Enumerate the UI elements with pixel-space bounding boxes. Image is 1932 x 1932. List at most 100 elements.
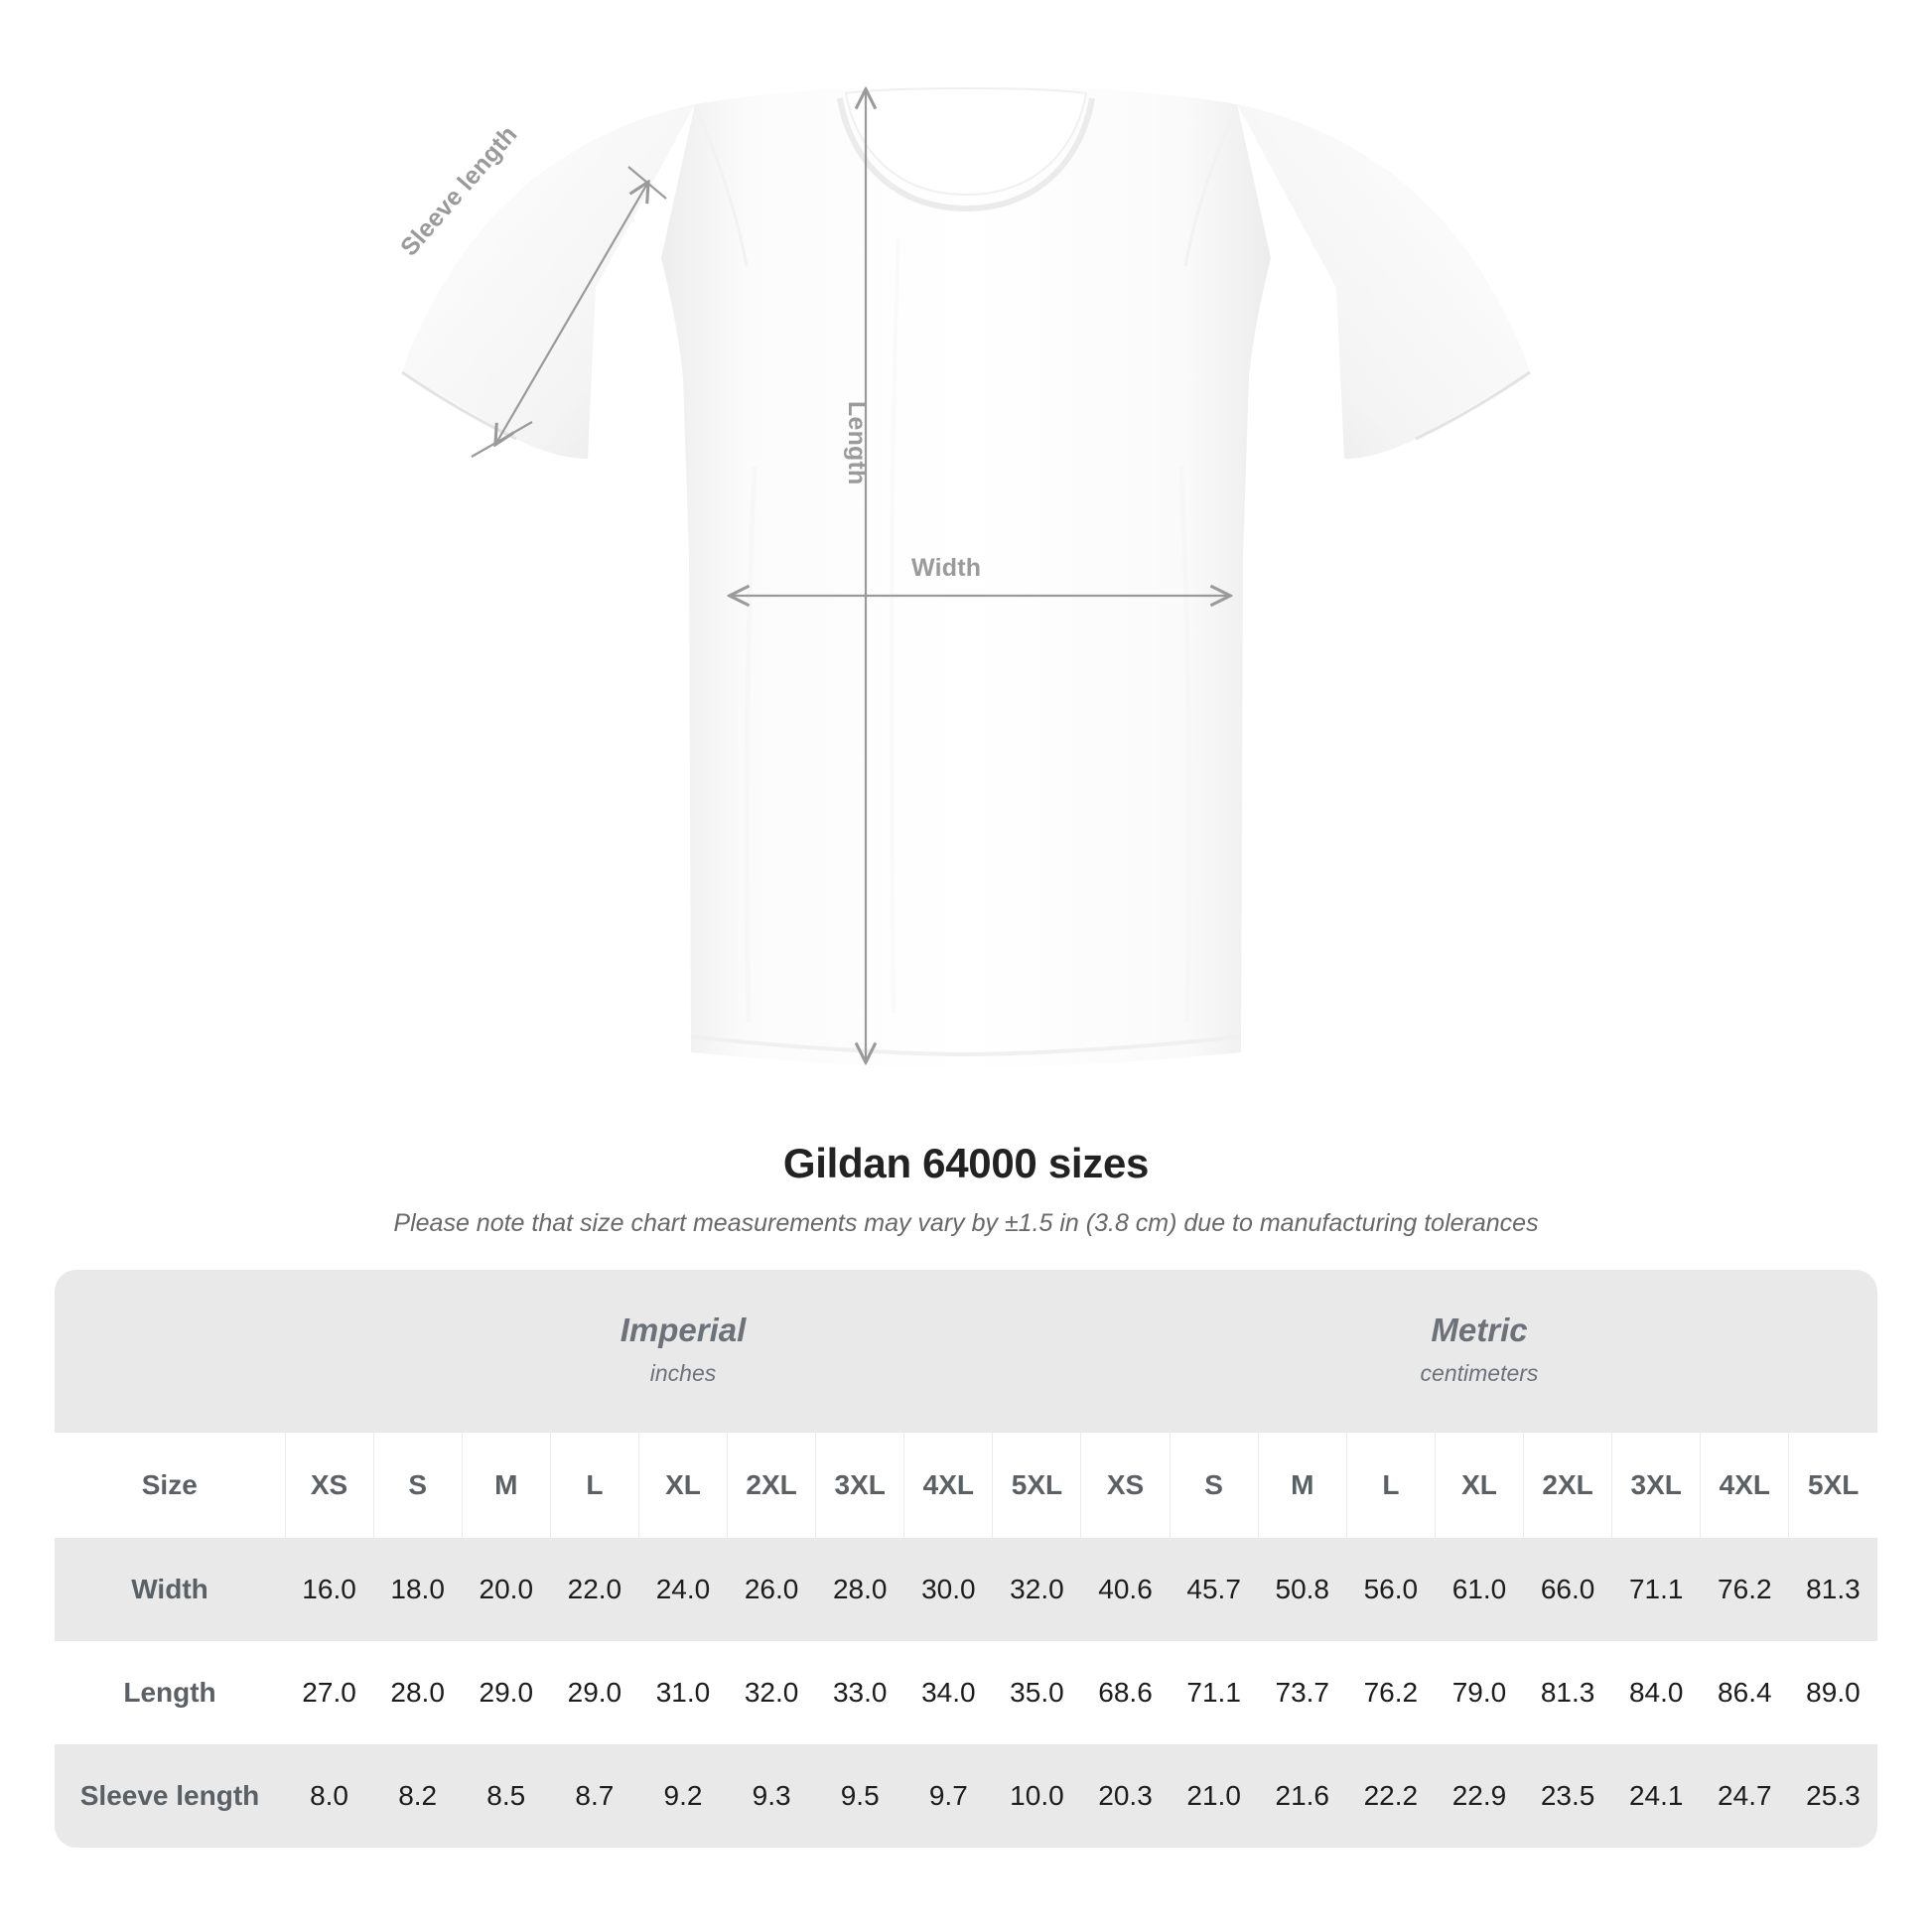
measurement-value: 29.0 (462, 1641, 551, 1744)
measurement-label: Length (55, 1641, 285, 1744)
measurement-value: 28.0 (815, 1538, 904, 1641)
size-column-header: L (1345, 1433, 1436, 1538)
size-column-header: M (1257, 1433, 1347, 1538)
size-column-header: 3XL (1611, 1433, 1701, 1538)
unit-group-metric: Metric centimeters (1080, 1270, 1877, 1433)
tolerance-note: Please note that size chart measurements… (393, 1209, 1539, 1237)
table-row: Width 16.0 18.0 20.0 22.0 24.0 26.0 28.0 30.0 32.… (55, 1538, 1877, 1641)
unit-system-row: Imperial inches Metric centimeters (55, 1270, 1877, 1433)
size-chart-table: Imperial inches Metric centimeters Size XS S… (55, 1270, 1877, 1848)
measurement-value: 71.1 (1170, 1641, 1259, 1744)
table-row: Sleeve length 8.0 8.2 8.5 8.7 9.2 9.3 9.5 9.7 10.… (55, 1744, 1877, 1848)
measurement-value: 73.7 (1258, 1641, 1347, 1744)
unit-measure-name: inches (649, 1360, 717, 1387)
measurement-value: 29.0 (550, 1641, 639, 1744)
size-chart-table-container: Imperial inches Metric centimeters Size XS S… (55, 1270, 1877, 1848)
measurement-value: 27.0 (285, 1641, 374, 1744)
measurement-value: 76.2 (1346, 1641, 1436, 1744)
size-column-header: XL (637, 1433, 728, 1538)
size-column-header: S (1169, 1433, 1259, 1538)
measurement-value: 23.5 (1523, 1744, 1612, 1848)
title-block: Gildan 64000 sizes Please note that size… (0, 1140, 1932, 1238)
measurement-value: 25.3 (1788, 1744, 1877, 1848)
measurement-value: 16.0 (285, 1538, 374, 1641)
measurement-label: Width (55, 1538, 285, 1641)
measurement-value: 20.0 (462, 1538, 551, 1641)
size-column-header: 3XL (815, 1433, 904, 1538)
measurement-value: 8.2 (373, 1744, 463, 1848)
measurement-value: 76.2 (1700, 1538, 1789, 1641)
sleeve-tick-lower (471, 421, 533, 458)
sleeve-length-dimension-line (496, 184, 647, 443)
measurement-value: 79.0 (1435, 1641, 1524, 1744)
measurement-value: 86.4 (1700, 1641, 1789, 1744)
size-column-header: M (461, 1433, 551, 1538)
measurement-value: 33.0 (815, 1641, 904, 1744)
dimension-lines (471, 91, 1228, 1060)
measurement-value: 84.0 (1611, 1641, 1701, 1744)
measurement-value: 50.8 (1258, 1538, 1347, 1641)
size-column-header: 4XL (903, 1433, 993, 1538)
measurement-value: 18.0 (373, 1538, 463, 1641)
measurement-value: 22.0 (550, 1538, 639, 1641)
measurement-value: 45.7 (1170, 1538, 1259, 1641)
measurement-value: 32.0 (992, 1538, 1081, 1641)
measurement-value: 66.0 (1523, 1538, 1612, 1641)
size-column-header: 2XL (727, 1433, 816, 1538)
measurement-value: 30.0 (903, 1538, 993, 1641)
measurement-value: 34.0 (903, 1641, 993, 1744)
unit-measure-name: centimeters (1420, 1360, 1539, 1387)
size-column-header: S (372, 1433, 463, 1538)
unit-system-name: Metric (1431, 1311, 1528, 1348)
sleeve-tick-upper (627, 166, 667, 200)
table-row: Length 27.0 28.0 29.0 29.0 31.0 32.0 33.0 34.0 35… (55, 1641, 1877, 1744)
size-column-header: 5XL (992, 1433, 1081, 1538)
measurement-value: 9.7 (903, 1744, 993, 1848)
measurement-value: 21.0 (1170, 1744, 1259, 1848)
measurement-value: 22.9 (1435, 1744, 1524, 1848)
size-column-header: 5XL (1788, 1433, 1877, 1538)
measurement-value: 21.6 (1258, 1744, 1347, 1848)
width-label: Width (911, 554, 982, 582)
unit-system-name: Imperial (620, 1311, 747, 1348)
tshirt-diagram: Sleeve length Length Width (395, 0, 1531, 1068)
measurement-value: 28.0 (373, 1641, 463, 1744)
measurement-value: 9.2 (638, 1744, 728, 1848)
length-label: Length (843, 401, 871, 485)
size-column-header: 2XL (1523, 1433, 1612, 1538)
shirt-body (401, 86, 1531, 1068)
measurement-value: 71.1 (1611, 1538, 1701, 1641)
measurement-value: 89.0 (1788, 1641, 1877, 1744)
size-column-header: 4XL (1700, 1433, 1789, 1538)
measurement-value: 24.1 (1611, 1744, 1701, 1848)
unit-group-imperial: Imperial inches (285, 1270, 1081, 1433)
size-column-header: XL (1434, 1433, 1524, 1538)
measurement-value: 24.0 (638, 1538, 728, 1641)
unit-row-spacer (55, 1270, 285, 1433)
measurement-value: 35.0 (992, 1641, 1081, 1744)
tshirt-illustration (401, 0, 1531, 1068)
size-header-row: Size XS S M L XL 2XL 3XL 4XL 5XL XS S M L XL 2XL 3XL 4XL… (55, 1433, 1877, 1538)
measurement-value: 32.0 (727, 1641, 816, 1744)
size-column-header: XS (284, 1433, 374, 1538)
measurement-value: 81.3 (1788, 1538, 1877, 1641)
measurement-value: 24.7 (1700, 1744, 1789, 1848)
measurement-value: 31.0 (638, 1641, 728, 1744)
measurement-label: Sleeve length (55, 1744, 285, 1848)
measurement-value: 9.3 (727, 1744, 816, 1848)
measurement-value: 56.0 (1346, 1538, 1436, 1641)
chart-title: Gildan 64000 sizes (782, 1140, 1150, 1186)
size-table-head: Imperial inches Metric centimeters Size XS S… (55, 1270, 1877, 1538)
measurement-value: 8.7 (550, 1744, 639, 1848)
measurement-value: 81.3 (1523, 1641, 1612, 1744)
measurement-value: 8.0 (285, 1744, 374, 1848)
size-column-header: L (549, 1433, 639, 1538)
measurement-value: 40.6 (1080, 1538, 1171, 1641)
size-column-header: XS (1080, 1433, 1171, 1538)
measurement-value: 20.3 (1080, 1744, 1171, 1848)
measurement-value: 9.5 (815, 1744, 904, 1848)
measurement-value: 22.2 (1346, 1744, 1436, 1848)
measurement-value: 8.5 (462, 1744, 551, 1848)
measurement-value: 68.6 (1080, 1641, 1171, 1744)
size-table-body: Width 16.0 18.0 20.0 22.0 24.0 26.0 28.0 30.0 32.… (55, 1538, 1877, 1848)
